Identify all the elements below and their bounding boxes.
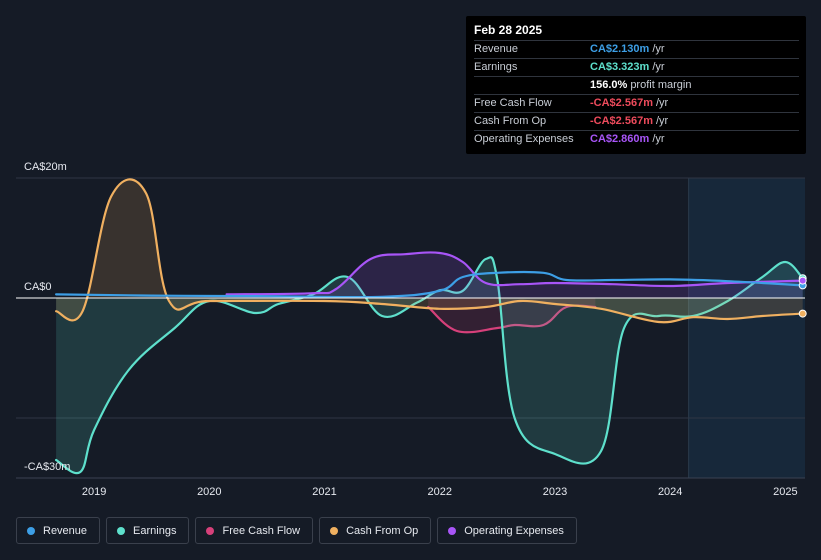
end-marker-cash-from-op <box>798 309 807 318</box>
tooltip-row: Operating Expenses CA$2.860m/yr <box>474 130 799 148</box>
tooltip-row: Cash From Op -CA$2.567m/yr <box>474 112 799 130</box>
legend-label: Cash From Op <box>346 524 419 537</box>
x-axis-label: 2025 <box>773 486 797 498</box>
tooltip-unit: /yr <box>655 97 669 109</box>
tooltip-date: Feb 28 2025 <box>474 23 543 37</box>
legend-label: Revenue <box>43 524 88 537</box>
legend-item-free-cash-flow[interactable]: Free Cash Flow <box>195 517 314 544</box>
data-tooltip: Feb 28 2025 Revenue CA$2.130m/yr Earnings C… <box>466 16 806 154</box>
legend-dot-icon <box>117 526 126 535</box>
legend-label: Free Cash Flow <box>222 524 301 537</box>
tooltip-label: Earnings <box>474 61 518 73</box>
x-axis-label: 2020 <box>197 486 221 498</box>
legend-item-revenue[interactable]: Revenue <box>16 517 101 544</box>
legend-item-operating-expenses[interactable]: Operating Expenses <box>437 517 577 544</box>
tooltip-value: CA$2.130m <box>590 43 650 55</box>
y-axis-label: CA$0 <box>24 281 52 293</box>
series-area-free-cash-flow <box>428 298 596 333</box>
x-axis-label: 2021 <box>312 486 336 498</box>
series-line-cash-from-op <box>55 178 804 324</box>
tooltip-row: Earnings CA$3.323m/yr <box>474 58 799 76</box>
tooltip-value: 156.0% <box>590 79 628 91</box>
tooltip-unit: profit margin <box>630 79 692 91</box>
tooltip-label: Cash From Op <box>474 115 547 127</box>
series-line-operating-expenses <box>225 251 804 296</box>
tooltip-value: -CA$2.567m <box>590 115 653 127</box>
x-axis-label: 2022 <box>428 486 452 498</box>
legend-item-cash-from-op[interactable]: Cash From Op <box>319 517 432 544</box>
tooltip-row: Free Cash Flow -CA$2.567m/yr <box>474 94 799 112</box>
legend-label: Earnings <box>133 524 177 537</box>
legend-label: Operating Expenses <box>464 524 564 537</box>
tooltip-unit: /yr <box>652 43 665 55</box>
series-line-earnings <box>55 256 804 475</box>
tooltip-unit: /yr <box>655 115 669 127</box>
tooltip-unit: /yr <box>652 133 665 145</box>
series-line-revenue <box>55 270 804 299</box>
tooltip-label: Revenue <box>474 43 519 55</box>
legend-dot-icon <box>448 526 457 535</box>
tooltip-value: CA$2.860m <box>590 133 650 145</box>
y-axis-label: -CA$30m <box>24 461 70 473</box>
legend-dot-icon <box>330 526 339 535</box>
tooltip-label: Operating Expenses <box>474 133 574 145</box>
tooltip-value: -CA$2.567m <box>590 97 653 109</box>
x-axis-label: 2023 <box>543 486 567 498</box>
series-area-cash-from-op <box>56 179 803 323</box>
series-line-free-cash-flow <box>427 304 597 334</box>
tooltip-row: 156.0% profit margin <box>474 76 799 94</box>
x-axis-label: 2024 <box>658 486 682 498</box>
tooltip-label <box>474 77 590 94</box>
y-axis-label: CA$20m <box>24 161 67 173</box>
legend-dot-icon <box>206 526 215 535</box>
legend-item-earnings[interactable]: Earnings <box>106 517 190 544</box>
tooltip-label: Free Cash Flow <box>474 97 552 109</box>
chart-legend: Revenue Earnings Free Cash Flow Cash From O… <box>16 517 577 544</box>
end-marker-operating-expenses <box>798 276 807 285</box>
tooltip-value: CA$3.323m <box>590 61 650 73</box>
x-axis-label: 2019 <box>82 486 106 498</box>
tooltip-row: Revenue CA$2.130m/yr <box>474 40 799 58</box>
legend-dot-icon <box>27 526 35 535</box>
tooltip-unit: /yr <box>652 61 665 73</box>
forecast-region <box>688 178 805 478</box>
